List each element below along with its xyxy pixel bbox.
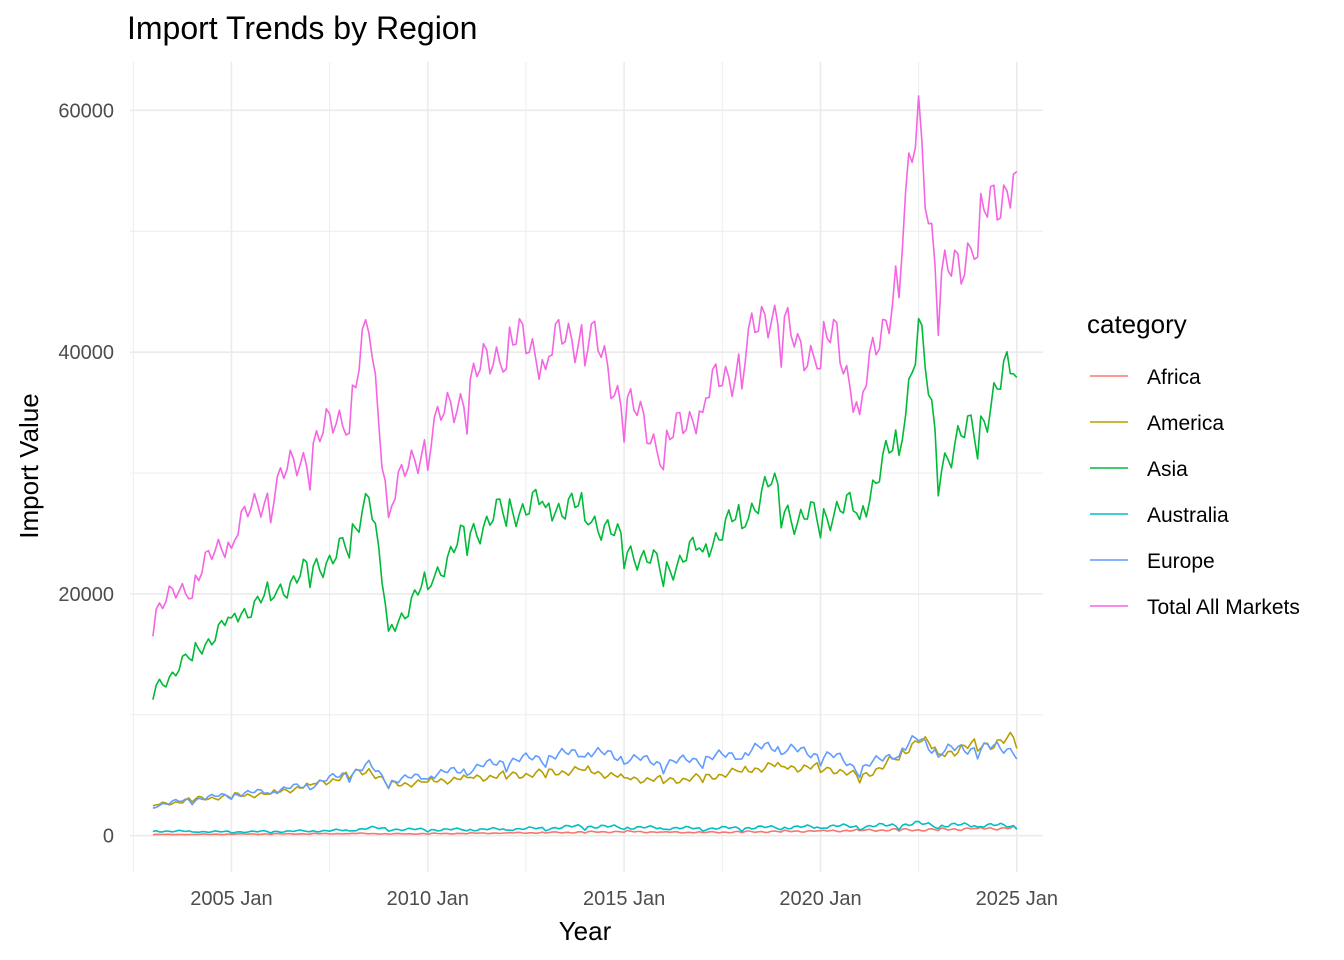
legend-label: Australia — [1147, 504, 1229, 527]
y-tick-label: 0 — [103, 826, 114, 848]
legend-title: category — [1087, 309, 1187, 339]
x-tick-label: 2015 Jan — [583, 888, 665, 910]
series-line-total-all-markets — [152, 95, 1018, 637]
x-tick-labels: 2005 Jan 2010 Jan 2015 Jan 2020 Jan 2025 Jan — [190, 888, 1058, 910]
y-axis-title: Import Value — [14, 393, 44, 538]
series-line-africa — [152, 825, 1018, 836]
y-tick-label: 40000 — [58, 342, 114, 364]
legend-label: Asia — [1147, 458, 1188, 481]
x-tick-label: 2010 Jan — [387, 888, 469, 910]
y-tick-labels: 0 20000 40000 60000 — [58, 100, 114, 847]
legend-label: America — [1147, 412, 1224, 435]
legend-label: Europe — [1147, 550, 1215, 573]
series-line-asia — [152, 317, 1018, 700]
y-tick-label: 20000 — [58, 584, 114, 606]
chart-title: Import Trends by Region — [127, 10, 478, 46]
x-axis-title: Year — [559, 916, 612, 946]
x-tick-label: 2005 Jan — [190, 888, 272, 910]
series-line-europe — [152, 734, 1018, 809]
series-lines — [152, 95, 1018, 836]
series-line-australia — [152, 820, 1018, 834]
legend-label: Africa — [1147, 366, 1201, 389]
y-tick-label: 60000 — [58, 100, 114, 122]
x-tick-label: 2020 Jan — [779, 888, 861, 910]
legend: category Africa America Asia Australia Europ… — [1087, 309, 1300, 619]
legend-label: Total All Markets — [1147, 596, 1300, 619]
series-line-america — [152, 731, 1018, 807]
x-tick-label: 2025 Jan — [976, 888, 1058, 910]
